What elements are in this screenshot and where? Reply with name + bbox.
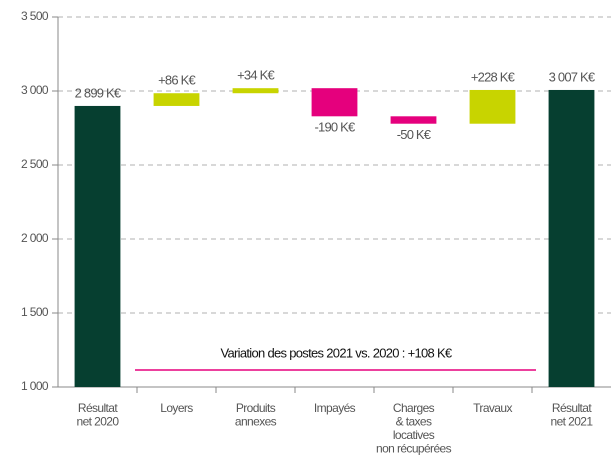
x-tick-label: Produits <box>236 401 276 415</box>
x-tick-label: net 2021 <box>551 415 594 429</box>
value-label: -50 K€ <box>397 127 432 142</box>
value-label: +86 K€ <box>158 73 196 88</box>
value-label: -190 K€ <box>315 120 357 135</box>
x-tick-label: Charges <box>393 401 435 415</box>
bar <box>74 105 121 387</box>
y-tick-label: 2 000 <box>21 231 49 245</box>
x-tick-label: Travaux <box>473 401 512 415</box>
x-tick-label: Impayés <box>314 401 356 415</box>
x-tick-label: & taxes <box>396 415 432 429</box>
bar <box>390 116 437 124</box>
x-tick-label: Résultat <box>78 401 118 415</box>
value-label: 2 899 K€ <box>75 85 122 100</box>
value-label: 3 007 K€ <box>549 69 596 84</box>
bar <box>469 89 516 124</box>
bar <box>311 88 358 117</box>
y-tick-label: 1 000 <box>21 379 49 393</box>
x-tick-label: locatives <box>393 428 435 442</box>
y-tick-label: 3 500 <box>21 9 49 23</box>
y-tick-label: 3 000 <box>21 83 49 97</box>
x-tick-label: Résultat <box>552 401 592 415</box>
bar <box>153 93 200 106</box>
value-label: +228 K€ <box>471 69 516 84</box>
x-tick-label: net 2020 <box>77 415 120 429</box>
bar <box>548 89 595 388</box>
x-tick-label: non récupérées <box>376 442 452 456</box>
bar <box>232 88 279 94</box>
y-tick-label: 1 500 <box>21 305 49 319</box>
y-tick-label: 2 500 <box>21 157 49 171</box>
x-tick-label: annexes <box>235 415 277 429</box>
annotation: Variation des postes 2021 vs. 2020 : +10… <box>221 345 453 360</box>
x-tick-label: Loyers <box>160 401 193 415</box>
value-label: +34 K€ <box>237 68 275 83</box>
